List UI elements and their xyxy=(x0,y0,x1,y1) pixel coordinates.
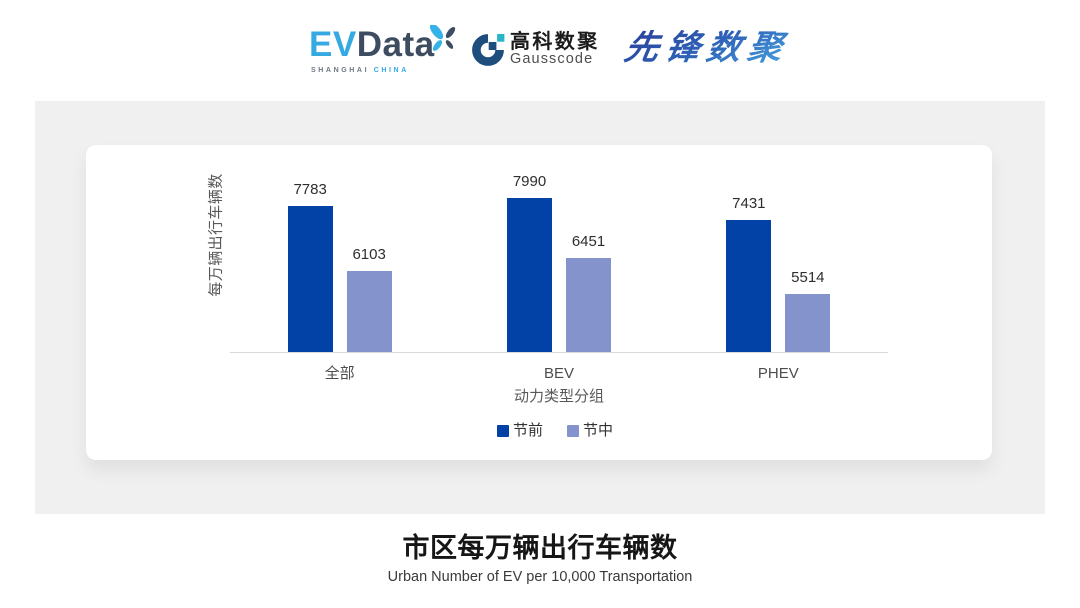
evdata-china-text: CHINA xyxy=(373,67,409,74)
gausscode-text: 高科数聚 Gausscode xyxy=(510,31,600,67)
evdata-ev-text: EV xyxy=(309,25,357,64)
gausscode-mark-icon xyxy=(472,34,505,66)
page-title: 市区每万辆出行车辆数 xyxy=(402,533,678,563)
bar-节中-BEV: 6451 xyxy=(566,233,611,352)
bar-value-label: 6451 xyxy=(571,232,606,250)
evdata-logo: EVData SHANGHAI CHINA xyxy=(309,25,456,76)
legend-label: 节中 xyxy=(583,422,614,439)
bar-节中-全部: 6103 xyxy=(346,246,392,352)
gausscode-cn-text: 高科数聚 xyxy=(510,31,600,53)
category-label-BEV: BEV xyxy=(543,365,575,382)
bar-节前-PHEV: 7431 xyxy=(726,195,772,352)
chart-card: 每万辆出行车辆数 7783 6103 7990 6451 7431 5514 全部 BEV P… xyxy=(86,145,992,460)
category-axis-labels: 全部 BEV PHEV xyxy=(230,364,888,384)
gausscode-en-text: Gausscode xyxy=(510,51,594,67)
evdata-shanghai-text: SHANGHAI xyxy=(311,67,370,74)
bar-节前-全部: 7783 xyxy=(287,182,333,352)
bar-value-label: 7783 xyxy=(293,181,327,199)
category-label-全部: 全部 xyxy=(324,365,355,382)
bar-value-label: 5514 xyxy=(791,268,825,286)
evdata-subtext: SHANGHAI CHINA xyxy=(311,67,409,74)
bar-value-label: 7990 xyxy=(512,173,547,191)
chart-panel: 每万辆出行车辆数 7783 6103 7990 6451 7431 5514 全部 BEV P… xyxy=(35,101,1045,514)
x-axis-title: 动力类型分组 xyxy=(513,388,604,405)
legend-swatch-icon xyxy=(496,425,509,437)
bar-value-label: 6103 xyxy=(352,245,386,263)
legend-swatch-icon xyxy=(567,425,579,437)
logo-header: EVData SHANGHAI CHINA 高科数聚 Gausscode 先锋数… xyxy=(0,0,1080,100)
legend-item-节中: 节中 xyxy=(567,423,613,439)
legend-item-节前: 节前 xyxy=(496,422,543,439)
page-subtitle: Urban Number of EV per 10,000 Transporta… xyxy=(387,569,693,585)
pioneer-logo: 先锋数聚 xyxy=(621,29,793,67)
bar-节中-PHEV: 5514 xyxy=(785,269,831,352)
legend-label: 节前 xyxy=(512,422,543,439)
bar-plot-area: 7783 6103 7990 6451 7431 5514 xyxy=(230,174,888,352)
evdata-wordmark: EVData xyxy=(309,26,435,64)
category-label-PHEV: PHEV xyxy=(757,365,799,382)
evdata-sparkle-icon xyxy=(429,25,456,51)
bar-节前-BEV: 7990 xyxy=(507,174,552,352)
bar-value-label: 7431 xyxy=(732,194,766,212)
x-axis-line xyxy=(230,352,888,353)
chart-legend: 节前 节中 xyxy=(226,423,884,439)
evdata-data-text: Data xyxy=(356,25,435,64)
